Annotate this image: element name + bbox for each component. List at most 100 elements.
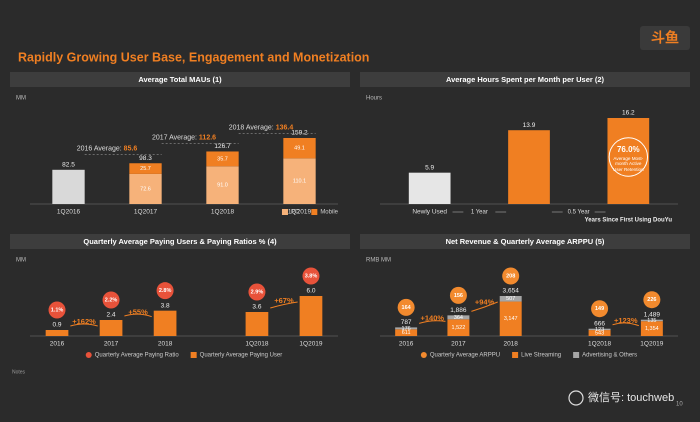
- segment-label: 3,147: [504, 316, 518, 322]
- interval-label: 1 Year: [471, 210, 488, 216]
- bar: [99, 320, 123, 336]
- page-number: 10: [676, 402, 683, 408]
- bar-segment: [640, 321, 663, 336]
- logo: 斗鱼: [651, 30, 679, 46]
- x-tick-label: 1Q2019: [640, 341, 664, 348]
- panel-header: [360, 72, 690, 87]
- x-tick-label: 2016: [50, 341, 65, 348]
- panel-title: Average Hours Spent per Month per User (…: [446, 75, 605, 84]
- ratio-circle: [48, 301, 66, 319]
- segment-label: 91.0: [217, 183, 228, 189]
- bar-label: 0.9: [52, 322, 61, 329]
- ratio-circle: [302, 267, 320, 285]
- ratio-circle: [102, 291, 120, 309]
- bar-label: 5.9: [425, 164, 434, 171]
- growth-arrow: [612, 322, 640, 327]
- legend-label: Quarterly Average Paying Ratio: [95, 353, 180, 359]
- growth-arrow: [270, 301, 298, 309]
- ratio-circle: [643, 291, 661, 309]
- bar-label: 2.4: [107, 312, 116, 319]
- segment-label: 507: [506, 296, 515, 302]
- legend-swatch: [311, 209, 318, 215]
- callout-circle: [608, 137, 649, 177]
- bar-segment: [447, 319, 470, 336]
- average-value: 136.4: [276, 124, 294, 131]
- segment-label: 135: [647, 318, 656, 324]
- bar-segment: [395, 327, 418, 330]
- bar-segment: [499, 296, 522, 302]
- total-label: 1,489: [644, 311, 661, 318]
- circle-label: 2.2%: [105, 297, 118, 303]
- unit-label: Hours: [366, 96, 382, 102]
- legend-swatch: [573, 352, 580, 358]
- growth-label: +67%: [274, 296, 294, 305]
- growth-label: +162%: [72, 317, 96, 326]
- circle-label: 226: [647, 297, 656, 303]
- x-axis-label: Years Since First Using DouYu: [585, 218, 673, 224]
- growth-arrow: [124, 313, 152, 318]
- legend-swatch: [190, 352, 197, 358]
- x-tick-label: 1Q2019: [288, 209, 312, 216]
- bar: [408, 172, 451, 204]
- wechat-icon: [568, 390, 584, 406]
- total-label: 787: [401, 319, 412, 326]
- bar-segment: [206, 166, 239, 204]
- x-tick-label: 1Q2017: [134, 209, 158, 216]
- legend-label: Mobile: [320, 210, 338, 216]
- total-label: 666: [594, 320, 605, 327]
- x-tick-label: 1Q2018: [211, 209, 235, 216]
- panel-header: [10, 234, 350, 249]
- circle-label: 208: [506, 273, 515, 279]
- bar-segment: [129, 163, 162, 174]
- panel-header: [360, 234, 690, 249]
- unit-label: MM: [16, 96, 26, 102]
- bar-segment: [395, 329, 418, 336]
- bar-label: 6.0: [306, 288, 315, 295]
- legend-swatch: [281, 209, 288, 215]
- bar-label: 3.8: [161, 302, 170, 309]
- panel-title: Quarterly Average Paying Users & Paying …: [83, 237, 277, 246]
- circle-label: 2.8%: [159, 288, 172, 294]
- bar: [299, 296, 323, 336]
- legend: Quarterly Average ARPPU Live Streaming Adv…: [420, 352, 637, 359]
- callout-text: Average Most-month Active User Retention: [613, 156, 644, 172]
- x-tick-label: 2018: [158, 341, 173, 348]
- watermark: 微信号: touchweb: [588, 390, 674, 404]
- ratio-circle: [156, 282, 174, 300]
- total-label: 3,654: [503, 288, 520, 295]
- ratio-circle: [449, 286, 467, 304]
- legend-swatch: [512, 352, 519, 358]
- growth-arrow: [70, 323, 98, 327]
- x-tick-label: 2017: [451, 341, 466, 348]
- total-label: 126.7: [214, 143, 231, 150]
- bar: [52, 169, 85, 204]
- unit-label: MM: [16, 258, 26, 264]
- segment-label: 1,522: [452, 325, 466, 331]
- total-label: 82.5: [62, 162, 75, 169]
- average-label: 2017 Average: 112.6: [152, 134, 216, 141]
- logo-box: [640, 26, 690, 50]
- segment-label: 25.7: [140, 166, 151, 172]
- circle-label: 2.9%: [251, 289, 264, 295]
- segment-label: 176: [402, 326, 411, 332]
- bar-segment: [283, 158, 316, 204]
- unit-label: RMB MM: [366, 258, 391, 264]
- x-tick-label: 2016: [399, 341, 414, 348]
- bar-label: 16.2: [622, 110, 635, 117]
- growth-label: +140%: [420, 313, 444, 322]
- segment-label: 611: [402, 330, 411, 336]
- legend: PC Mobile: [281, 209, 339, 216]
- circle-label: 156: [454, 293, 463, 299]
- bar-segment: [206, 151, 239, 167]
- ratio-circle: [397, 298, 415, 316]
- average-text: 2016 Average:: [77, 145, 122, 152]
- legend-label: Live Streaming: [521, 353, 561, 359]
- callout-text-box: Average Most-month Active User Retention: [613, 156, 644, 172]
- ratio-circle: [591, 300, 609, 318]
- bar: [607, 118, 650, 204]
- panel-title: Average Total MAUs (1): [138, 75, 222, 84]
- average-text: 2017 Average:: [152, 134, 197, 141]
- total-label: 1,886: [450, 307, 467, 314]
